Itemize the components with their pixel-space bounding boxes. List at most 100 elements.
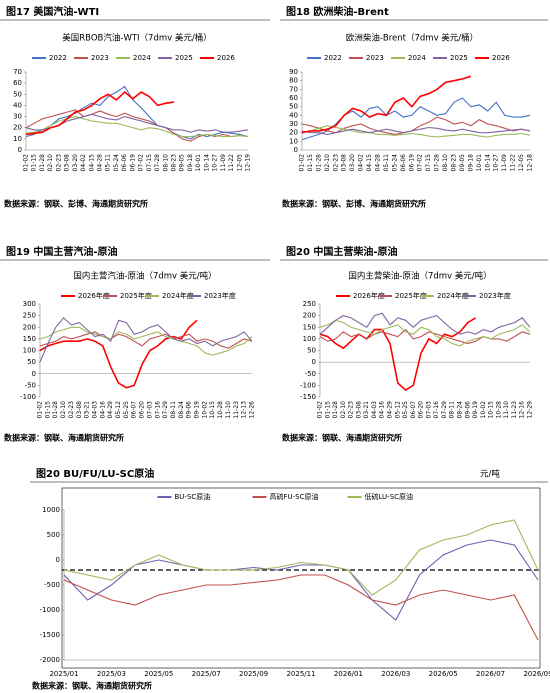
x-tick-label: 08-24 — [178, 401, 185, 419]
x-tick-label: 12-05 — [518, 154, 525, 172]
x-tick-label: 09-18 — [187, 154, 194, 172]
chart-title: 欧洲柴油-Brent（7dmv 美元/桶） — [346, 33, 478, 44]
x-tick-label: 10-27 — [493, 154, 500, 172]
x-tick-label: 05-11 — [383, 154, 390, 172]
x-tick-label: 09-05 — [179, 154, 186, 172]
series-line — [301, 75, 472, 134]
x-tick-label: 01-15 — [307, 154, 314, 172]
x-tick-label: 07-15 — [146, 154, 153, 172]
legend-label: 2024 — [408, 54, 426, 62]
legend-label: 高硫FU-SC原油 — [270, 492, 319, 501]
source-note: 数据来源：钢联、彭博、海通期货研究所 — [4, 199, 148, 209]
y-tick-label: -500 — [44, 581, 60, 589]
legend-label: 2023 — [91, 54, 109, 62]
y-tick-label: 500 — [47, 531, 60, 539]
x-tick-label: 08-10 — [442, 154, 449, 172]
x-tick-label: 12-16 — [519, 401, 526, 419]
series-line — [319, 319, 531, 347]
x-tick-label: 06-19 — [408, 154, 415, 172]
y-tick-label: 80 — [289, 77, 298, 85]
x-tick-label: 03-08 — [76, 401, 83, 419]
x-tick-label: 10-02 — [201, 401, 208, 419]
legend-label: 2022 — [49, 54, 67, 62]
x-tick-label: 2025/11 — [286, 670, 315, 678]
chart-title: 美国RBOB汽油-WTI（7dmv 美元/桶） — [62, 33, 211, 44]
figure-caption: 图19 中国主营汽油-原油 — [6, 245, 118, 258]
x-tick-label: 02-23 — [332, 154, 339, 172]
x-tick-label: 01-28 — [39, 154, 46, 172]
legend-label: BU-SC原油 — [175, 492, 211, 501]
x-tick-label: 07-15 — [425, 154, 432, 172]
x-tick-label: 05-24 — [113, 154, 120, 172]
x-tick-label: 01-02 — [317, 401, 324, 419]
y-tick-label: 100 — [23, 347, 36, 355]
series-line — [301, 116, 531, 135]
x-tick-label: 08-11 — [170, 401, 177, 419]
y-tick-label: 0 — [294, 146, 298, 154]
y-tick-label: 40 — [13, 101, 22, 109]
y-tick-label: 70 — [13, 68, 22, 76]
source-note: 数据来源：钢联、海通期货研究所 — [282, 433, 402, 443]
x-tick-label: 06-20 — [418, 401, 425, 419]
x-tick-label: 08-11 — [449, 401, 456, 419]
y-tick-label: 50 — [289, 103, 298, 111]
x-tick-label: 2025/01 — [49, 670, 78, 678]
x-tick-label: 03-21 — [363, 401, 370, 419]
x-tick-label: 04-29 — [107, 401, 114, 419]
y-tick-label: 60 — [289, 94, 298, 102]
source-note: 数据来源：钢联、海通期货研究所 — [32, 681, 152, 691]
x-tick-label: 12-13 — [241, 401, 248, 419]
x-tick-label: 10-14 — [203, 154, 210, 172]
x-tick-label: 07-16 — [154, 401, 161, 419]
y-tick-label: 0 — [32, 370, 36, 378]
x-tick-label: 05-12 — [115, 401, 122, 419]
y-tick-label: 150 — [23, 335, 36, 343]
x-tick-label: 08-10 — [162, 154, 169, 172]
figure-caption: 图20 BU/FU/LU-SC原油 — [36, 467, 154, 480]
y-tick-label: 50 — [307, 347, 316, 355]
y-tick-label: 90 — [289, 68, 298, 76]
x-tick-label: 10-01 — [476, 154, 483, 172]
x-tick-label: 07-29 — [162, 401, 169, 419]
x-tick-label: 10-01 — [195, 154, 202, 172]
x-tick-label: 02-23 — [348, 401, 355, 419]
y-tick-label: 200 — [23, 323, 36, 331]
x-tick-label: 07-02 — [138, 154, 145, 172]
legend-label: 2025年度 — [120, 291, 152, 300]
legend-label: 2026 — [217, 54, 235, 62]
series-line — [301, 125, 531, 138]
plot-frame — [61, 487, 541, 669]
series-line — [319, 317, 477, 391]
x-tick-label: 02-23 — [68, 401, 75, 419]
x-tick-label: 07-29 — [441, 401, 448, 419]
y-tick-label: 150 — [303, 323, 316, 331]
y-tick-label: 0 — [312, 358, 316, 366]
x-tick-label: 2025/03 — [97, 670, 126, 678]
chart-title: 国内主营柴油-原油（7dmv 美元/吨） — [348, 271, 491, 282]
x-tick-label: 09-06 — [186, 401, 193, 419]
x-tick-label: 07-28 — [154, 154, 161, 172]
y-tick-label: 0 — [56, 556, 60, 564]
y-tick-label: -2000 — [40, 656, 60, 664]
series-line — [25, 91, 175, 136]
x-tick-label: 04-29 — [387, 401, 394, 419]
x-tick-label: 07-28 — [434, 154, 441, 172]
x-tick-label: 2026/07 — [476, 670, 505, 678]
x-tick-label: 04-02 — [80, 154, 87, 172]
series-line — [39, 331, 253, 349]
legend-label: 2024年度 — [437, 291, 469, 300]
x-tick-label: 07-03 — [425, 401, 432, 419]
x-tick-label: 01-02 — [299, 154, 306, 172]
figure-caption: 图17 美国汽油-WTI — [6, 5, 99, 18]
x-tick-label: 2026/01 — [334, 670, 363, 678]
x-tick-label: 10-28 — [217, 401, 224, 419]
y-tick-label: 30 — [289, 120, 298, 128]
x-tick-label: 01-02 — [23, 154, 30, 172]
x-tick-label: 05-24 — [391, 154, 398, 172]
x-tick-label: 06-06 — [400, 154, 407, 172]
x-tick-label: 12-29 — [527, 401, 534, 419]
series-line — [39, 319, 198, 389]
x-tick-label: 02-10 — [324, 154, 331, 172]
x-tick-label: 04-28 — [97, 154, 104, 172]
y-tick-label: 70 — [289, 85, 298, 93]
